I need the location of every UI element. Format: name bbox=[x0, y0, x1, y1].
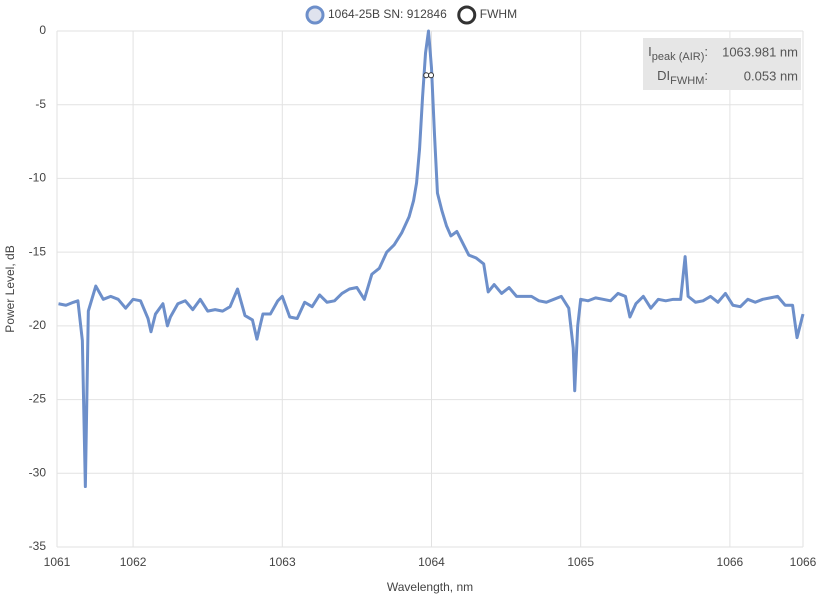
peak-subscript: peak (AIR) bbox=[652, 51, 705, 63]
x-tick-label: 1061 bbox=[44, 555, 71, 569]
peak-label: Ipeak (AIR): bbox=[648, 44, 708, 62]
peak-value: 0.053 nm bbox=[744, 68, 798, 83]
fwhm-marker bbox=[428, 72, 435, 79]
legend-label: FWHM bbox=[480, 7, 517, 21]
x-tick-label: 1065 bbox=[567, 555, 594, 569]
x-tick-label: 1064 bbox=[418, 555, 445, 569]
y-tick-label: -10 bbox=[29, 171, 47, 185]
fwhm-marker bbox=[423, 72, 430, 79]
legend-label: 1064-25B SN: 912846 bbox=[328, 7, 447, 21]
peak-separator: : bbox=[704, 68, 708, 83]
y-tick-label: -15 bbox=[29, 244, 47, 258]
x-axis-label: Wavelength, nm bbox=[387, 580, 473, 594]
x-tick-label: 1062 bbox=[120, 555, 147, 569]
y-tick-label: -30 bbox=[29, 465, 47, 479]
legend-item: 1064-25B SN: 912846 bbox=[305, 5, 447, 25]
y-tick-label: -35 bbox=[29, 539, 47, 553]
peak-box-bg bbox=[643, 38, 801, 90]
peak-separator: : bbox=[704, 44, 708, 59]
peak-label: DIFWHM: bbox=[657, 68, 708, 86]
legend-swatch bbox=[305, 5, 325, 25]
y-tick-label: -5 bbox=[35, 97, 46, 111]
peak-symbol: DI bbox=[657, 68, 670, 83]
series-line bbox=[58, 29, 805, 489]
y-axis-label: Power Level, dB bbox=[3, 245, 17, 332]
peak-value: 1063.981 nm bbox=[722, 44, 798, 59]
legend-item: FWHM bbox=[457, 5, 517, 25]
y-tick-label: 0 bbox=[39, 23, 46, 37]
y-tick-label: -25 bbox=[29, 392, 47, 406]
y-tick-label: -20 bbox=[29, 318, 47, 332]
x-tick-label: 1063 bbox=[269, 555, 296, 569]
x-tick-label: 1066 bbox=[717, 555, 744, 569]
peak-subscript: FWHM bbox=[670, 75, 704, 87]
x-tick-label: 1066 bbox=[790, 555, 817, 569]
legend-swatch bbox=[457, 5, 477, 25]
peak-symbol: I bbox=[648, 44, 652, 59]
